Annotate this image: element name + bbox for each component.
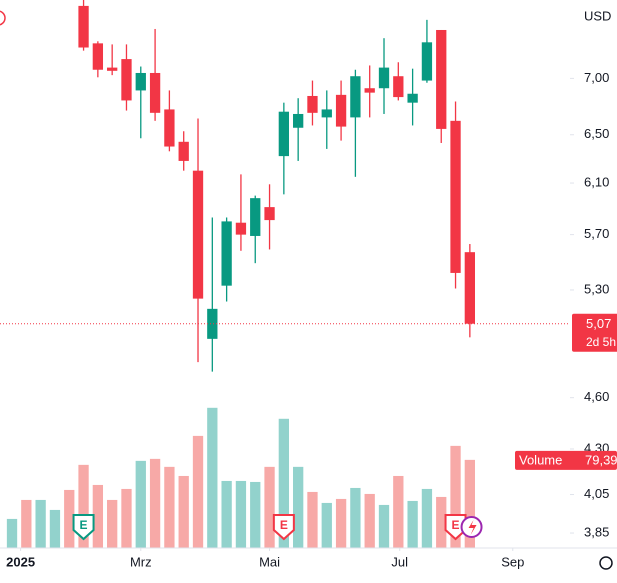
indicator-icon	[0, 10, 6, 26]
candle-body	[278, 111, 290, 157]
candle-body	[78, 5, 89, 48]
volume-label-box	[515, 450, 617, 470]
candle-body	[178, 141, 189, 161]
volume-value: 79,39	[585, 452, 617, 467]
x-tick-label: Mai	[259, 554, 280, 569]
candle-body	[378, 67, 390, 89]
y-tick-label: 4,60	[584, 389, 609, 404]
event-marker	[272, 514, 295, 541]
x-tick-label: Mrz	[130, 554, 152, 569]
x-tick-label: Sep	[501, 554, 524, 569]
volume-bar	[307, 491, 318, 548]
event-marker	[444, 514, 467, 541]
volume-bar	[378, 504, 390, 548]
price-label-box	[572, 313, 617, 352]
y-tick-label: 3,85	[584, 524, 609, 539]
volume-bar	[121, 488, 132, 548]
countdown: 2d 5h	[586, 335, 616, 349]
candle-body	[335, 94, 347, 127]
volume-bar	[293, 466, 304, 548]
candle-body	[250, 198, 261, 236]
volume-name: Volume	[519, 452, 562, 467]
volume-bar	[207, 407, 218, 548]
volume-bar	[49, 509, 61, 548]
volume-bar	[149, 458, 161, 548]
x-tick-label: Jul	[391, 554, 408, 569]
volume-bar	[436, 496, 447, 548]
y-tick-label: 5,70	[584, 226, 609, 241]
candle-body	[92, 43, 104, 70]
candle-body	[307, 95, 318, 113]
candle-body	[164, 109, 175, 147]
candle-body	[464, 252, 475, 324]
candle-body	[235, 222, 247, 235]
currency-label: USD	[584, 8, 611, 23]
volume-bar	[178, 475, 189, 548]
candle-body	[421, 42, 433, 81]
candle-body	[121, 59, 132, 101]
price-label: 5,07	[586, 316, 611, 331]
volume-bar	[221, 480, 232, 548]
volume-bar	[235, 480, 247, 548]
volume-bar	[192, 435, 204, 548]
volume-bar	[364, 493, 375, 548]
volume-bar	[421, 488, 433, 548]
candle-body	[149, 72, 161, 113]
candle-body	[407, 93, 418, 103]
candle-body	[293, 113, 304, 128]
settings-icon[interactable]	[599, 556, 613, 570]
volume-bar	[335, 498, 347, 548]
candle-body	[436, 29, 447, 129]
volume-bar	[464, 459, 475, 548]
candle-body	[192, 170, 204, 299]
y-tick-label: 6,10	[584, 174, 609, 189]
x-tick-label: 2025	[6, 554, 35, 569]
candle-body	[135, 72, 146, 91]
volume-bar	[107, 499, 118, 548]
volume-bar	[135, 460, 146, 548]
candle-body	[321, 109, 332, 118]
volume-bar	[393, 475, 404, 548]
volume-bar	[264, 466, 275, 548]
plot-area	[6, 0, 475, 548]
volume-bar	[64, 489, 75, 548]
volume-bar	[250, 481, 261, 548]
candle-body	[350, 76, 361, 118]
candle-body	[393, 76, 404, 98]
event-label: E	[280, 518, 288, 532]
candle-body	[364, 88, 375, 93]
volume-bar	[164, 466, 175, 548]
volume-bar	[92, 484, 104, 548]
y-tick-label: 6,50	[584, 126, 609, 141]
dividend-icon	[468, 520, 477, 535]
y-tick-label: 7,00	[584, 70, 609, 85]
volume-bar	[21, 499, 32, 548]
candle-body	[221, 221, 232, 286]
event-label: E	[452, 518, 460, 532]
y-tick-label: 4,05	[584, 486, 609, 501]
candle-body	[450, 120, 461, 273]
candle-body	[107, 67, 118, 71]
volume-bar	[450, 445, 461, 548]
volume-bar	[35, 499, 46, 548]
volume-bar	[321, 502, 332, 548]
candle-body	[264, 207, 275, 221]
y-tick-label: 5,30	[584, 281, 609, 296]
volume-bar	[78, 464, 89, 548]
volume-bar	[407, 500, 418, 548]
event-marker	[72, 514, 95, 541]
volume-bar	[350, 487, 361, 548]
volume-bar	[278, 418, 290, 548]
volume-bar	[6, 518, 18, 548]
event-label: E	[80, 518, 88, 532]
candle-body	[207, 308, 218, 339]
